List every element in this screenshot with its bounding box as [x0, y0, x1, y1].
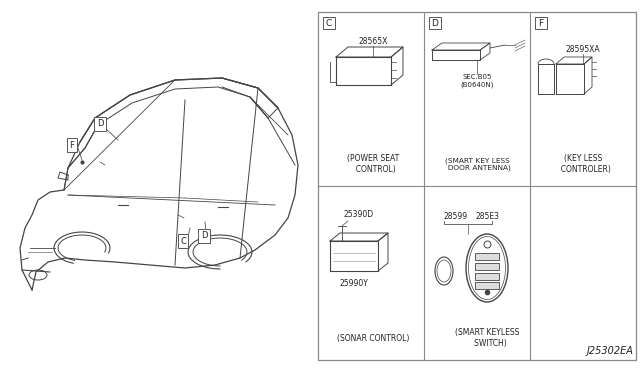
Bar: [323, 17, 335, 29]
Text: (POWER SEAT
  CONTROL): (POWER SEAT CONTROL): [347, 154, 399, 174]
Text: (SONAR CONTROL): (SONAR CONTROL): [337, 334, 409, 343]
Bar: [535, 17, 547, 29]
Text: F: F: [538, 19, 543, 28]
Text: C: C: [326, 19, 332, 28]
Text: (SMART KEY LESS
  DOOR ANTENNA): (SMART KEY LESS DOOR ANTENNA): [443, 157, 511, 171]
Text: 28595XA: 28595XA: [566, 45, 600, 55]
Bar: [429, 17, 441, 29]
Text: D: D: [97, 119, 103, 128]
Bar: [476, 282, 499, 289]
Text: (SMART KEYLESS
   SWITCH): (SMART KEYLESS SWITCH): [455, 328, 519, 348]
Bar: [476, 273, 499, 280]
Text: 25390D: 25390D: [344, 210, 374, 219]
Text: 285E3: 285E3: [475, 212, 499, 221]
Text: F: F: [70, 141, 74, 150]
Text: 25990Y: 25990Y: [340, 279, 369, 288]
Bar: [318, 12, 636, 360]
Bar: [476, 253, 499, 260]
Text: (KEY LESS
  CONTROLER): (KEY LESS CONTROLER): [556, 154, 611, 174]
Text: 28599: 28599: [444, 212, 468, 221]
Bar: [476, 263, 499, 270]
Text: J25302EA: J25302EA: [586, 346, 633, 356]
Text: C: C: [180, 237, 186, 246]
Text: D: D: [201, 231, 207, 241]
Text: 28565X: 28565X: [358, 38, 388, 46]
Text: SEC.B05
(B0640N): SEC.B05 (B0640N): [460, 74, 493, 87]
Text: D: D: [431, 19, 438, 28]
